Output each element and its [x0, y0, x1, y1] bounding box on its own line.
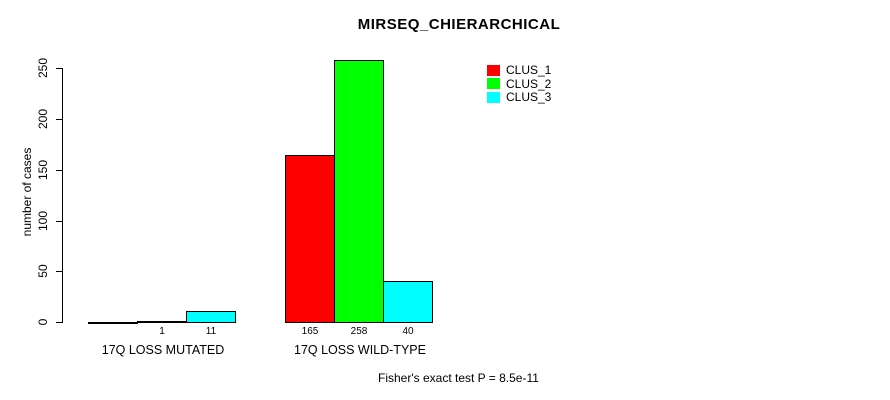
x-category-label: 17Q LOSS MUTATED	[101, 343, 225, 357]
bar-value-label: 11	[205, 326, 217, 337]
y-tick-label: 50	[36, 264, 50, 278]
y-tick-mark	[56, 322, 62, 323]
bar-clus_2-2	[334, 60, 384, 323]
legend-swatch-icon	[487, 78, 500, 89]
legend-item-clus_1: CLUS_1	[487, 64, 551, 76]
y-tick-label: 0	[36, 318, 50, 326]
y-tick-label: 200	[36, 108, 50, 130]
fisher-test-annotation: Fisher's exact test P = 8.5e-11	[378, 371, 539, 385]
legend-item-clus_2: CLUS_2	[487, 78, 551, 90]
legend-swatch-icon	[487, 91, 500, 103]
y-tick-mark	[56, 170, 62, 171]
bar-clus_3-1	[186, 311, 236, 323]
y-tick-label: 100	[36, 210, 50, 232]
x-category-label: 17Q LOSS WILD-TYPE	[294, 343, 426, 357]
y-axis-label: number of cases	[20, 147, 34, 237]
y-tick-label: 150	[36, 159, 50, 181]
chart-title: MIRSEQ_CHIERARCHICAL	[357, 16, 561, 33]
bar-value-label: 1	[159, 326, 165, 337]
legend-item-clus_3: CLUS_3	[487, 91, 551, 103]
bar-value-label: 258	[350, 326, 368, 337]
y-tick-mark	[56, 221, 62, 222]
bar-clus_2-1	[137, 321, 187, 323]
legend-label: CLUS_2	[506, 76, 552, 91]
y-tick-label: 250	[36, 57, 50, 79]
bar-clus_3-2	[383, 281, 433, 323]
y-axis-line	[62, 68, 63, 323]
legend-label: CLUS_3	[506, 90, 552, 104]
y-tick-mark	[56, 271, 62, 272]
legend-swatch-icon	[487, 64, 500, 76]
bar-clus_1-2	[285, 155, 335, 323]
bar-clus_1-1	[88, 322, 138, 324]
bar-value-label: 165	[301, 326, 319, 337]
y-tick-mark	[56, 119, 62, 120]
legend-label: CLUS_1	[506, 63, 552, 77]
bar-value-label: 40	[402, 326, 414, 337]
y-tick-mark	[56, 68, 62, 69]
legend: CLUS_1 CLUS_2 CLUS_3	[487, 64, 551, 103]
